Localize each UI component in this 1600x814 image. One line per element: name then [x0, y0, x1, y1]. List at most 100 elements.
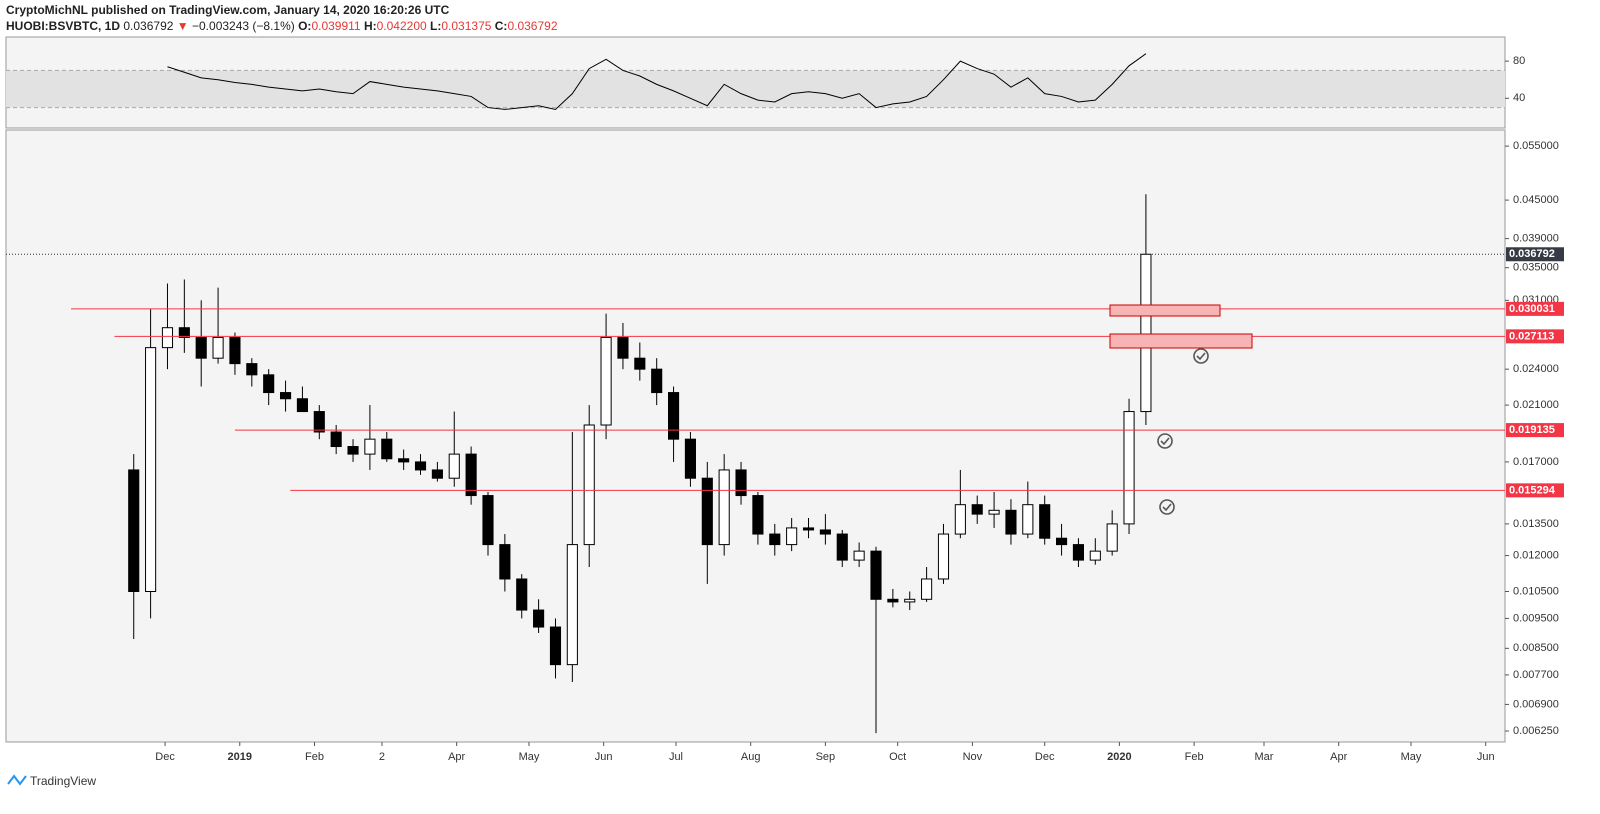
y-tick-label: 0.012000: [1513, 549, 1559, 561]
level-label: 0.019135: [1509, 424, 1555, 436]
candle-body: [566, 544, 578, 666]
candle-body: [921, 578, 933, 600]
candle-body: [954, 504, 966, 535]
candle-body: [752, 495, 764, 535]
candle-body: [347, 446, 359, 455]
candle-body: [819, 529, 831, 535]
x-tick-label: Jul: [669, 751, 683, 763]
candle-body: [178, 327, 190, 338]
zone-box: [1109, 333, 1253, 349]
x-tick-label: Oct: [889, 751, 906, 763]
candle-body: [128, 469, 140, 592]
candle-body: [802, 527, 815, 531]
candle-body: [853, 550, 865, 561]
y-tick-label: 0.006900: [1513, 698, 1559, 710]
candle-body: [1089, 550, 1101, 561]
rsi-line: [167, 53, 1147, 110]
level-label: 0.015294: [1509, 484, 1556, 496]
candle-body: [330, 431, 342, 448]
candle-body: [971, 504, 983, 515]
candle-body: [1140, 253, 1152, 413]
candle-body: [482, 495, 494, 546]
candle-body: [161, 327, 174, 349]
y-tick-label: 0.017000: [1513, 456, 1559, 468]
zone-box: [1109, 304, 1221, 317]
y-tick-label: 0.010500: [1513, 585, 1559, 597]
candle-body: [701, 477, 713, 546]
arrow: ▼: [176, 19, 189, 33]
logo-icon: [7, 774, 27, 786]
candle-body: [279, 392, 292, 400]
rsi-band: [6, 70, 1505, 108]
candle-body: [735, 469, 747, 497]
y-tick-label: 0.021000: [1513, 399, 1559, 411]
candle-body: [937, 533, 950, 580]
x-tick-label: 2020: [1107, 751, 1131, 763]
o-label: O:: [298, 19, 312, 33]
level-label: 0.030031: [1509, 303, 1555, 315]
x-tick-label: Aug: [741, 751, 761, 763]
candle-body: [668, 392, 680, 440]
check-icons: [1157, 348, 1209, 515]
y-tick-label: 0.006250: [1513, 725, 1559, 737]
candle-body: [1106, 523, 1118, 552]
y-tick-label: 0.009500: [1513, 612, 1559, 624]
candle-body: [313, 411, 325, 433]
candle-body: [1056, 537, 1068, 546]
y-tick-label: 0.055000: [1513, 140, 1559, 152]
y-tick-label: 0.013500: [1513, 518, 1559, 530]
x-tick-label: Dec: [155, 751, 175, 763]
candle-body: [887, 598, 899, 603]
candle-body: [195, 336, 207, 359]
candle-body: [246, 363, 258, 376]
candle-body: [651, 368, 663, 394]
l: 0.031375: [441, 19, 492, 33]
logo: TradingView: [30, 774, 96, 788]
x-tick-label: Sep: [816, 751, 836, 763]
author: CryptoMichNL published on TradingView.co…: [6, 3, 450, 17]
x-tick-label: 2019: [228, 751, 252, 763]
candle-body: [617, 336, 629, 359]
candle-body: [1072, 544, 1084, 561]
level-box: [1506, 483, 1564, 498]
last-price-label: 0.036792: [1509, 248, 1555, 260]
c: 0.036792: [507, 19, 558, 33]
y-tick-label: 40: [1513, 92, 1525, 104]
candle-body: [381, 438, 393, 460]
level-box: [1506, 329, 1564, 344]
level-label: 0.027113: [1509, 330, 1554, 342]
x-tick-label: Nov: [963, 751, 983, 763]
o: 0.039911: [311, 19, 361, 33]
candle-body: [364, 438, 376, 455]
x-tick-label: May: [1401, 751, 1422, 763]
x-tick-label: Feb: [1185, 751, 1204, 763]
y-tick-label: 80: [1513, 55, 1525, 67]
x-tick-label: Mar: [1255, 751, 1274, 763]
candle-body: [870, 550, 882, 600]
level-box: [1506, 301, 1564, 316]
y-tick-label: 0.008500: [1513, 642, 1559, 654]
x-tick-label: Jun: [1477, 751, 1495, 763]
x-tick-label: Apr: [448, 751, 465, 763]
y-tick-label: 0.035000: [1513, 262, 1559, 274]
l-label: L:: [430, 19, 442, 33]
symbol: HUOBI:BSVBTC, 1D: [6, 19, 121, 33]
c-label: C:: [494, 19, 508, 33]
x-tick-label: May: [519, 751, 540, 763]
candle-body: [263, 374, 275, 394]
candle-body: [786, 527, 798, 546]
candle-body: [1005, 509, 1017, 535]
candle-body: [634, 357, 646, 370]
candle-body: [533, 609, 545, 628]
candle-body: [448, 453, 460, 479]
author-line: CryptoMichNL published on TradingView.co…: [6, 3, 449, 17]
candle-body: [465, 453, 477, 497]
candle-body: [431, 469, 443, 479]
candle-body: [718, 469, 730, 546]
y-tick-label: 0.024000: [1513, 363, 1559, 375]
candle-body: [1039, 504, 1051, 539]
candle-body: [988, 509, 1000, 515]
x-tick-label: Dec: [1035, 751, 1055, 763]
